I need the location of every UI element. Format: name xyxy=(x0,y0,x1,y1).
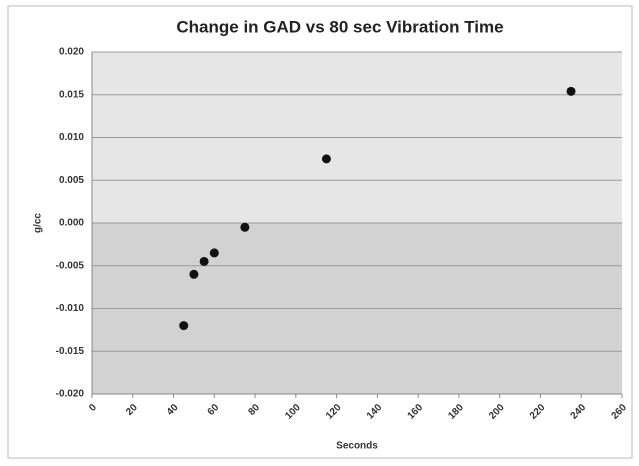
y-tick-label: -0.010 xyxy=(56,303,85,314)
point xyxy=(321,154,331,164)
point xyxy=(199,256,209,266)
y-tick-label: 0.015 xyxy=(59,89,84,100)
y-axis-label: g/cc xyxy=(33,213,44,233)
y-tick-label: 0.005 xyxy=(59,175,84,186)
y-tick-label: -0.020 xyxy=(56,389,85,400)
y-tick-label: 0.000 xyxy=(59,218,84,229)
point xyxy=(179,321,189,331)
y-tick-label: -0.005 xyxy=(56,260,85,271)
y-tick-label: 0.010 xyxy=(59,132,84,143)
point xyxy=(209,248,219,258)
y-tick-label: -0.015 xyxy=(56,346,85,357)
point xyxy=(189,269,199,279)
point xyxy=(240,222,250,232)
x-axis-label: Seconds xyxy=(336,441,378,452)
y-tick-label: 0.020 xyxy=(59,47,84,58)
chart-title: Change in GAD vs 80 sec Vibration Time xyxy=(176,17,503,36)
point xyxy=(566,86,576,96)
